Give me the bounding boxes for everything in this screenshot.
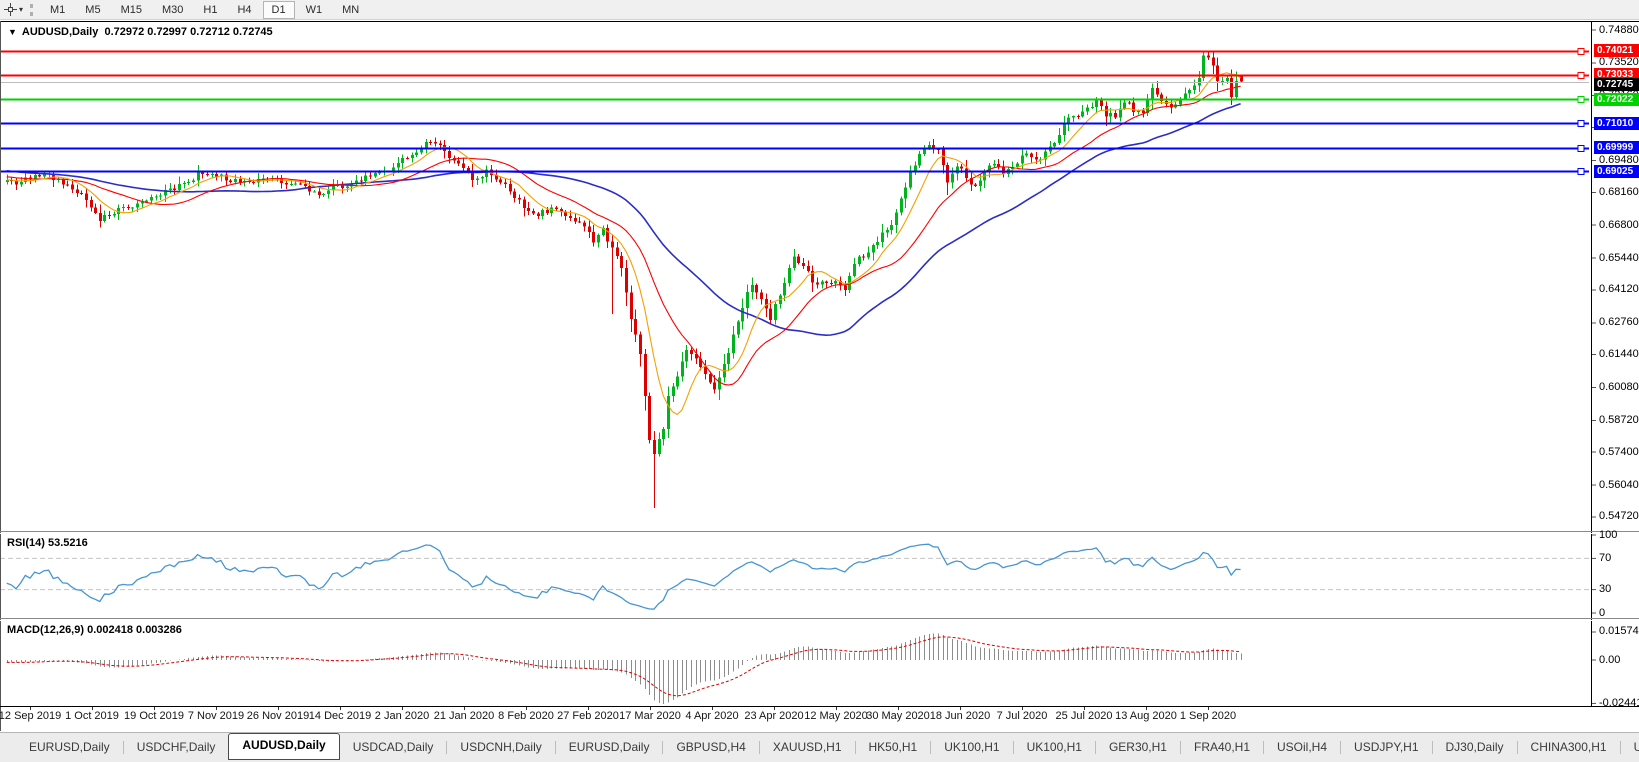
tab-divider xyxy=(446,741,448,754)
chart-tab-china300-h1[interactable]: CHINA300,H1 xyxy=(1530,740,1607,754)
tab-divider xyxy=(1619,741,1621,754)
chart-tab-usdcad-daily[interactable]: USDCAD,Daily xyxy=(352,740,434,754)
macd-signal-line xyxy=(6,636,1241,697)
timeframe-button-h4[interactable]: H4 xyxy=(237,3,252,16)
chart-tab-eurusd-daily[interactable]: EURUSD,Daily xyxy=(29,740,110,754)
crosshair-tool-button[interactable]: ▾ xyxy=(0,1,27,19)
chart-tab-fra40-h1[interactable]: FRA40,H1 xyxy=(1193,740,1251,754)
timeframe-button-h1[interactable]: H1 xyxy=(203,3,218,16)
candlestick-series xyxy=(6,50,1243,508)
tab-divider xyxy=(554,741,556,754)
timeframe-button-m15[interactable]: M15 xyxy=(120,3,142,16)
toolbar-grip[interactable] xyxy=(30,3,34,16)
chart-tab-dj30-daily[interactable]: DJ30,Daily xyxy=(1445,740,1504,754)
crosshair-icon xyxy=(4,3,17,16)
chart-tab-eurusd-daily[interactable]: EURUSD,Daily xyxy=(568,740,650,754)
chart-tab-uk100-h1[interactable]: UK100,H1 xyxy=(944,740,1000,754)
chart-tab-usoil-h1[interactable]: USOil,H1 xyxy=(1633,740,1639,754)
timeframe-button-m30[interactable]: M30 xyxy=(161,3,184,16)
tab-divider xyxy=(1094,741,1096,754)
tab-divider xyxy=(758,741,760,754)
chart-window: ▼ AUDUSD,Daily 0.72972 0.72997 0.72712 0.… xyxy=(0,20,1639,732)
chart-tab-ger30-h1[interactable]: GER30,H1 xyxy=(1108,740,1167,754)
chart-tab-xauusd-h1[interactable]: XAUUSD,H1 xyxy=(772,740,842,754)
chevron-down-icon: ▾ xyxy=(19,5,24,14)
macd-histogram xyxy=(7,633,1242,705)
tab-divider xyxy=(1516,741,1518,754)
chart-tabs: EURUSD,Daily USDCHF,Daily AUDUSD,Daily USDC… xyxy=(16,733,1639,760)
timeframe-button-m5[interactable]: M5 xyxy=(85,3,101,16)
chart-tabs-bar: EURUSD,Daily USDCHF,Daily AUDUSD,Daily USDC… xyxy=(0,732,1639,762)
chart-tab-uk100-h1[interactable]: UK100,H1 xyxy=(1026,740,1082,754)
tab-divider xyxy=(854,741,856,754)
tab-divider xyxy=(1340,741,1342,754)
tab-divider xyxy=(1179,741,1181,754)
timeframe-button-w1[interactable]: W1 xyxy=(305,3,323,16)
moving-average-lines xyxy=(6,72,1241,416)
chart-tab-audusd-daily[interactable]: AUDUSD,Daily xyxy=(228,733,340,760)
chart-canvas xyxy=(0,21,1639,731)
tab-divider xyxy=(122,741,124,754)
tab-divider xyxy=(930,741,932,754)
ma-line-8 xyxy=(6,72,1241,416)
chart-tab-usoil-h4[interactable]: USOil,H4 xyxy=(1277,740,1328,754)
tab-divider xyxy=(1431,741,1433,754)
chart-tab-gbpusd-h4[interactable]: GBPUSD,H4 xyxy=(676,740,746,754)
toolbar: ▾ M1 M5 M15 M30 H1 H4 D1 W1 MN xyxy=(0,0,1639,20)
pane-borders xyxy=(0,21,1639,731)
timeframe-button-d1[interactable]: D1 xyxy=(262,0,295,19)
chart-tab-usdjpy-h1[interactable]: USDJPY,H1 xyxy=(1354,740,1419,754)
timeframe-button-m1[interactable]: M1 xyxy=(50,3,66,16)
chart-tab-hk50-h1[interactable]: HK50,H1 xyxy=(868,740,918,754)
ma-line-44 xyxy=(6,102,1241,337)
timeframe-button-group: M1 M5 M15 M30 H1 H4 D1 W1 MN xyxy=(40,0,369,19)
horizontal-line-objects[interactable] xyxy=(0,48,1589,175)
chart-tab-usdcnh-daily[interactable]: USDCNH,Daily xyxy=(460,740,542,754)
rsi-line xyxy=(6,543,1241,610)
ma-line-20 xyxy=(6,85,1241,386)
tab-divider xyxy=(662,741,664,754)
tab-divider xyxy=(1012,741,1014,754)
tab-divider xyxy=(1263,741,1265,754)
chart-tab-usdchf-daily[interactable]: USDCHF,Daily xyxy=(136,740,216,754)
timeframe-button-mn[interactable]: MN xyxy=(342,3,360,16)
